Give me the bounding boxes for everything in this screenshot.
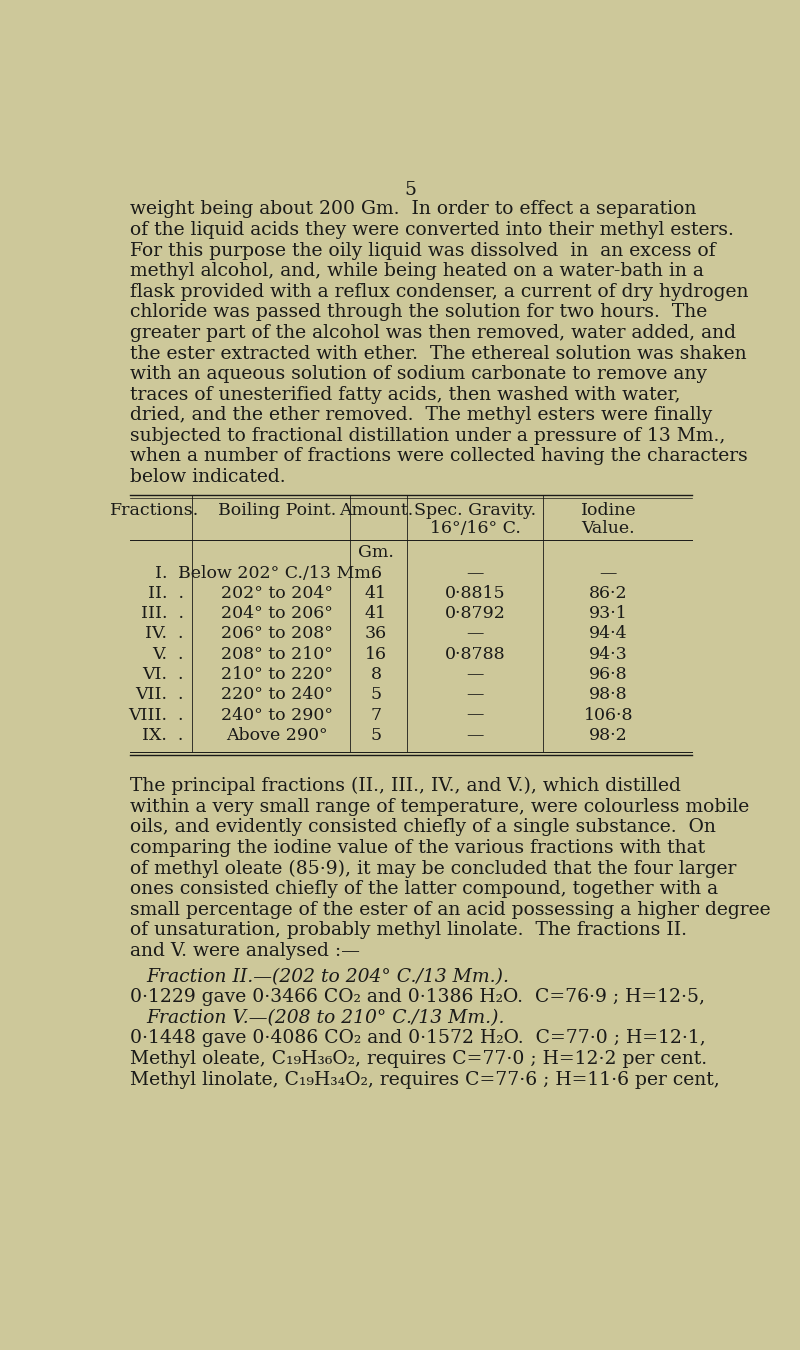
Text: greater part of the alcohol was then removed, water added, and: greater part of the alcohol was then rem… <box>130 324 736 342</box>
Text: Spec. Gravity.: Spec. Gravity. <box>414 502 536 520</box>
Text: when a number of fractions were collected having the characters: when a number of fractions were collecte… <box>130 447 747 466</box>
Text: —: — <box>466 625 484 643</box>
Text: Fraction II.—(202 to 204° C./13 Mm.).: Fraction II.—(202 to 204° C./13 Mm.). <box>146 968 510 986</box>
Text: 16°/16° C.: 16°/16° C. <box>430 520 521 537</box>
Text: flask provided with a reflux condenser, a current of dry hydrogen: flask provided with a reflux condenser, … <box>130 282 748 301</box>
Text: Iodine: Iodine <box>581 502 636 520</box>
Text: Methyl oleate, C₁₉H₃₆O₂, requires C=77·0 ; H=12·2 per cent.: Methyl oleate, C₁₉H₃₆O₂, requires C=77·0… <box>130 1050 707 1068</box>
Text: Fractions.: Fractions. <box>110 502 199 520</box>
Text: 206° to 208°: 206° to 208° <box>221 625 333 643</box>
Text: traces of unesterified fatty acids, then washed with water,: traces of unesterified fatty acids, then… <box>130 386 680 404</box>
Text: the ester extracted with ether.  The ethereal solution was shaken: the ester extracted with ether. The ethe… <box>130 344 746 363</box>
Text: —: — <box>466 666 484 683</box>
Text: Below 202° C./13 Mm.: Below 202° C./13 Mm. <box>178 564 376 582</box>
Text: Above 290°: Above 290° <box>226 726 327 744</box>
Text: 94·4: 94·4 <box>589 625 628 643</box>
Text: 202° to 204°: 202° to 204° <box>221 585 333 602</box>
Text: Value.: Value. <box>582 520 635 537</box>
Text: 240° to 290°: 240° to 290° <box>221 706 333 724</box>
Text: VII.  .: VII. . <box>135 686 184 703</box>
Text: 6: 6 <box>370 564 382 582</box>
Text: For this purpose the oily liquid was dissolved  in  an excess of: For this purpose the oily liquid was dis… <box>130 242 715 259</box>
Text: of the liquid acids they were converted into their methyl esters.: of the liquid acids they were converted … <box>130 221 734 239</box>
Text: III.  .: III. . <box>141 605 184 622</box>
Text: ones consisted chiefly of the latter compound, together with a: ones consisted chiefly of the latter com… <box>130 880 718 898</box>
Text: oils, and evidently consisted chiefly of a single substance.  On: oils, and evidently consisted chiefly of… <box>130 818 716 837</box>
Text: 7: 7 <box>370 706 382 724</box>
Text: I.  .: I. . <box>154 564 184 582</box>
Text: 86·2: 86·2 <box>589 585 628 602</box>
Text: of unsaturation, probably methyl linolate.  The fractions II.: of unsaturation, probably methyl linolat… <box>130 921 686 940</box>
Text: small percentage of the ester of an acid possessing a higher degree: small percentage of the ester of an acid… <box>130 900 770 919</box>
Text: 220° to 240°: 220° to 240° <box>221 686 333 703</box>
Text: methyl alcohol, and, while being heated on a water-bath in a: methyl alcohol, and, while being heated … <box>130 262 704 281</box>
Text: 0·8792: 0·8792 <box>445 605 506 622</box>
Text: VI.  .: VI. . <box>142 666 184 683</box>
Text: 0·8815: 0·8815 <box>445 585 506 602</box>
Text: —: — <box>466 564 484 582</box>
Text: 8: 8 <box>370 666 382 683</box>
Text: 98·2: 98·2 <box>589 726 628 744</box>
Text: 210° to 220°: 210° to 220° <box>221 666 333 683</box>
Text: 41: 41 <box>365 605 387 622</box>
Text: Amount.: Amount. <box>338 502 413 520</box>
Text: with an aqueous solution of sodium carbonate to remove any: with an aqueous solution of sodium carbo… <box>130 364 706 383</box>
Text: 204° to 206°: 204° to 206° <box>221 605 333 622</box>
Text: within a very small range of temperature, were colourless mobile: within a very small range of temperature… <box>130 798 749 815</box>
Text: 36: 36 <box>365 625 387 643</box>
Text: 93·1: 93·1 <box>589 605 628 622</box>
Text: 98·8: 98·8 <box>589 686 628 703</box>
Text: 208° to 210°: 208° to 210° <box>221 645 333 663</box>
Text: —: — <box>466 706 484 724</box>
Text: VIII.  .: VIII. . <box>128 706 184 724</box>
Text: 16: 16 <box>365 645 387 663</box>
Text: 5: 5 <box>370 726 382 744</box>
Text: —: — <box>600 564 617 582</box>
Text: IX.  .: IX. . <box>142 726 184 744</box>
Text: subjected to fractional distillation under a pressure of 13 Mm.,: subjected to fractional distillation und… <box>130 427 725 446</box>
Text: below indicated.: below indicated. <box>130 468 286 486</box>
Text: 96·8: 96·8 <box>589 666 628 683</box>
Text: of methyl oleate (85·9), it may be concluded that the four larger: of methyl oleate (85·9), it may be concl… <box>130 860 736 878</box>
Text: 5: 5 <box>370 686 382 703</box>
Text: 41: 41 <box>365 585 387 602</box>
Text: 0·1448 gave 0·4086 CO₂ and 0·1572 H₂O.  C=77·0 ; H=12·1,: 0·1448 gave 0·4086 CO₂ and 0·1572 H₂O. C… <box>130 1030 706 1048</box>
Text: IV.  .: IV. . <box>146 625 184 643</box>
Text: weight being about 200 Gm.  In order to effect a separation: weight being about 200 Gm. In order to e… <box>130 200 696 219</box>
Text: comparing the iodine value of the various fractions with that: comparing the iodine value of the variou… <box>130 838 705 857</box>
Text: —: — <box>466 686 484 703</box>
Text: and V. were analysed :—: and V. were analysed :— <box>130 942 360 960</box>
Text: 106·8: 106·8 <box>584 706 633 724</box>
Text: 94·3: 94·3 <box>589 645 628 663</box>
Text: II.  .: II. . <box>148 585 184 602</box>
Text: 5: 5 <box>404 181 416 198</box>
Text: chloride was passed through the solution for two hours.  The: chloride was passed through the solution… <box>130 304 707 321</box>
Text: Fraction V.—(208 to 210° C./13 Mm.).: Fraction V.—(208 to 210° C./13 Mm.). <box>146 1008 505 1027</box>
Text: V.  .: V. . <box>152 645 184 663</box>
Text: —: — <box>466 726 484 744</box>
Text: The principal fractions (II., III., IV., and V.), which distilled: The principal fractions (II., III., IV.,… <box>130 778 681 795</box>
Text: Methyl linolate, C₁₉H₃₄O₂, requires C=77·6 ; H=11·6 per cent,: Methyl linolate, C₁₉H₃₄O₂, requires C=77… <box>130 1071 719 1088</box>
Text: 0·8788: 0·8788 <box>445 645 506 663</box>
Text: Gm.: Gm. <box>358 544 394 562</box>
Text: 0·1229 gave 0·3466 CO₂ and 0·1386 H₂O.  C=76·9 ; H=12·5,: 0·1229 gave 0·3466 CO₂ and 0·1386 H₂O. C… <box>130 988 705 1006</box>
Text: Boiling Point.: Boiling Point. <box>218 502 336 520</box>
Text: dried, and the ether removed.  The methyl esters were finally: dried, and the ether removed. The methyl… <box>130 406 712 424</box>
